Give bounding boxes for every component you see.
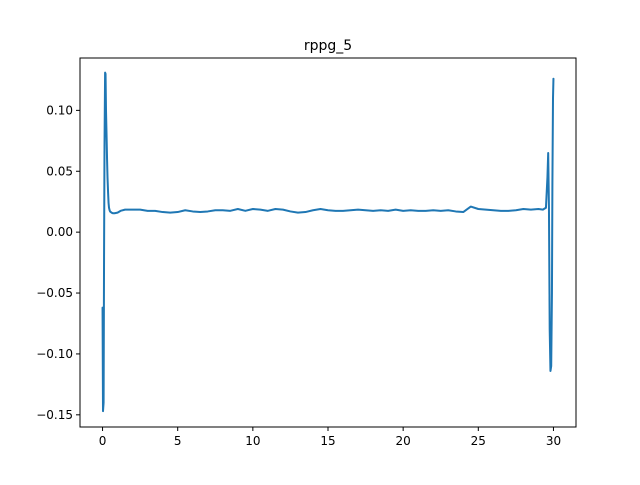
axes: 0 5 10 15 20 25 30 −0.15 −0.10 −0.05 0.00 0.05 0.10: [36, 57, 577, 448]
x-tick-label: 30: [546, 434, 561, 448]
x-tick-label: 0: [99, 434, 107, 448]
x-tick-label: 20: [396, 434, 411, 448]
y-tick-label: −0.05: [36, 286, 73, 300]
y-tick-label: 0.05: [46, 164, 73, 178]
x-tick-label: 5: [174, 434, 182, 448]
y-tick-label: −0.10: [36, 347, 73, 361]
y-tick-label: 0.10: [46, 103, 73, 117]
series-line-0: [101, 71, 555, 413]
y-tick-label: −0.15: [36, 408, 73, 422]
y-tick-label: 0.00: [46, 225, 73, 239]
x-tick-label: 10: [245, 434, 260, 448]
chart-title: rppg_5: [304, 38, 352, 54]
x-tick-label: 25: [471, 434, 486, 448]
x-tick-label: 15: [320, 434, 335, 448]
plot-area: [101, 71, 555, 413]
